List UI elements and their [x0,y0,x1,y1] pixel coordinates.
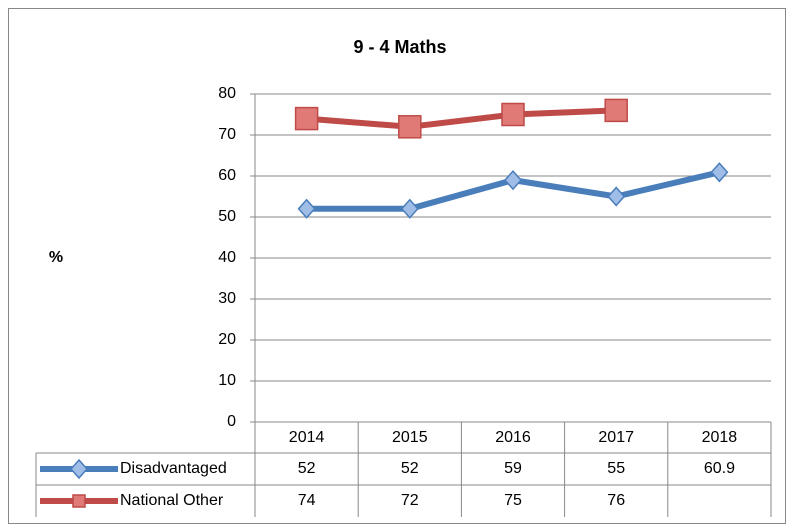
data-point [501,102,525,127]
table-value: 55 [607,460,625,477]
y-tick-label: 50 [218,208,236,225]
table-value: 75 [504,492,522,509]
table-value: 74 [298,492,316,509]
y-tick-label: 70 [218,126,236,143]
x-tick-label: 2014 [289,429,325,446]
data-point [607,186,626,207]
legend-label: Disadvantaged [120,460,227,477]
chart-border [8,8,786,524]
legend-key-marker [69,458,89,480]
data-point [297,198,316,219]
data-point [398,115,422,139]
y-tick-label: 60 [218,167,236,184]
legend-key-marker [72,494,86,508]
y-tick-label: 0 [227,413,236,430]
y-axis-label: % [49,249,63,266]
y-tick-label: 10 [218,372,236,389]
y-tick-label: 40 [218,249,236,266]
table-value: 72 [401,492,419,509]
y-tick-label: 30 [218,290,236,307]
x-tick-label: 2017 [598,429,634,446]
data-point [400,198,419,219]
data-point [710,162,729,183]
legend-label: National Other [120,492,224,509]
x-tick-label: 2018 [702,429,738,446]
table-value: 52 [401,460,419,477]
data-point [503,169,523,191]
x-tick-label: 2015 [392,429,428,446]
y-tick-label: 20 [218,331,236,348]
x-tick-label: 2016 [495,429,531,446]
table-value: 76 [607,492,625,509]
y-tick-label: 80 [218,85,236,102]
chart-title: 9 - 4 Maths [353,37,446,57]
table-value: 52 [298,460,316,477]
table-value: 59 [504,460,522,477]
data-point [294,106,319,131]
series-line [306,107,617,130]
data-point [604,98,628,123]
table-value: 60.9 [704,460,735,477]
